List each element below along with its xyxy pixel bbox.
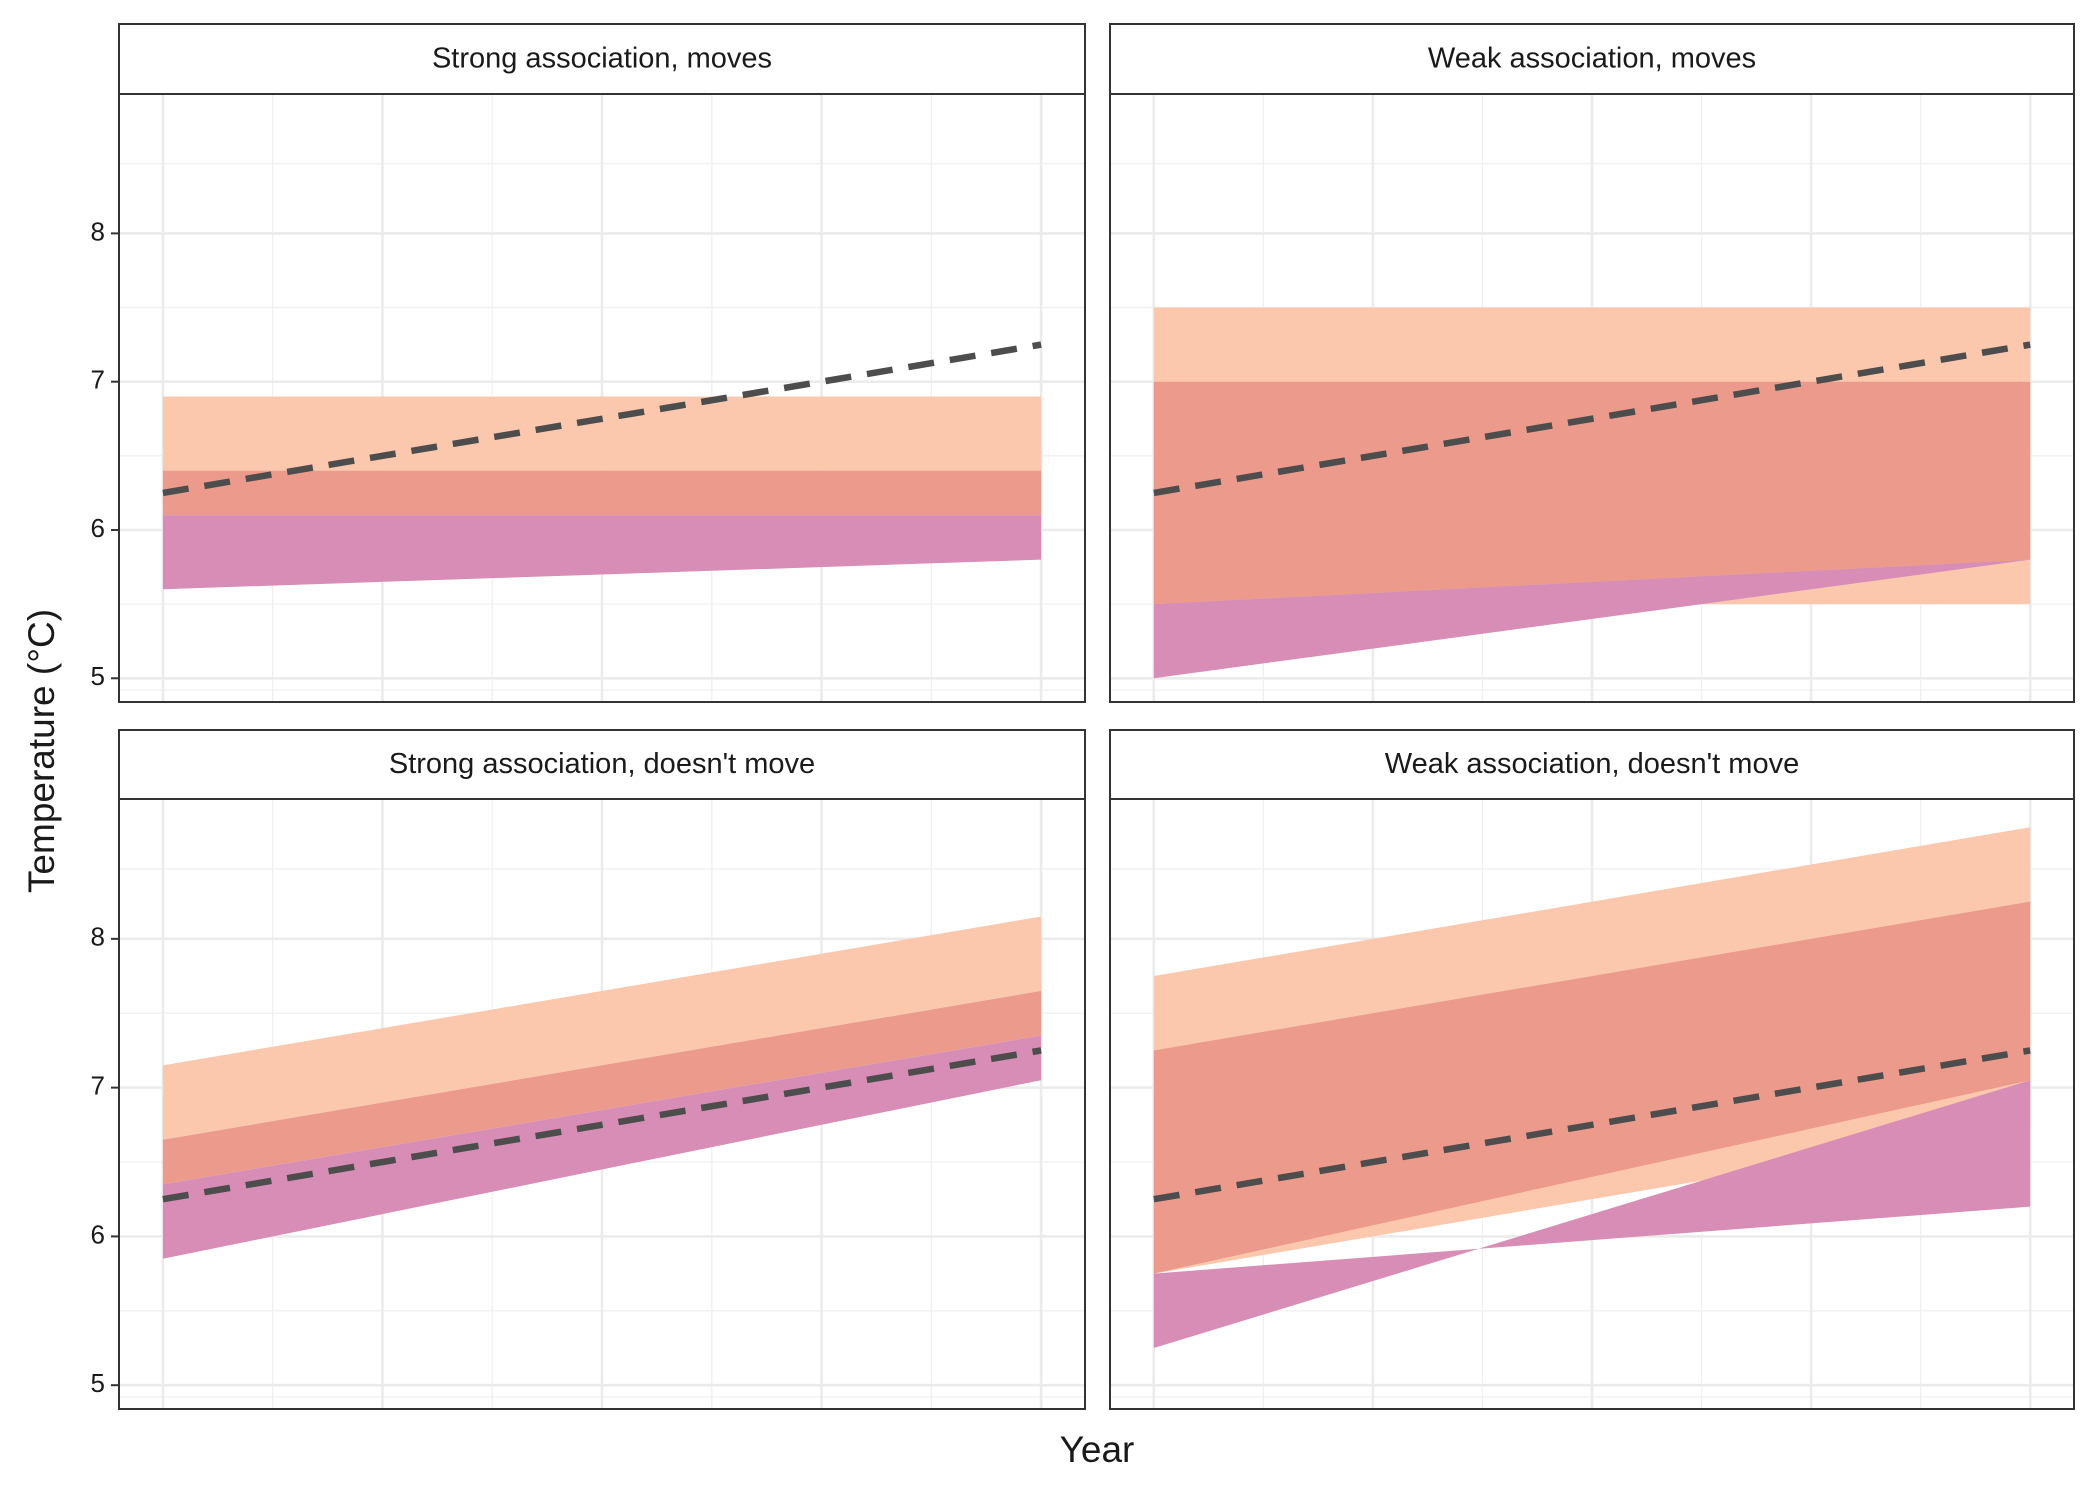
ribbon (162, 396, 1042, 471)
ribbon (1153, 1080, 2031, 1348)
strip (1109, 729, 2075, 800)
ribbon (162, 515, 1042, 590)
strip-label: Strong association, moves (432, 43, 772, 75)
ribbon (162, 990, 1042, 1185)
x-axis-title: Year (1060, 1429, 1135, 1470)
strip (118, 23, 1086, 95)
ribbon (162, 1035, 1042, 1259)
trend-line (1153, 341, 2031, 497)
ribbon (162, 916, 1042, 1140)
ribbon (1153, 901, 2031, 1274)
y-tick-label: 5 (91, 1368, 105, 1398)
trend-line (162, 341, 1042, 497)
trend-line (162, 1047, 1042, 1203)
y-axis-title: Temperature (°C) (21, 609, 62, 893)
strip-label: Weak association, doesn't move (1385, 748, 1799, 780)
y-tick-label: 8 (91, 922, 105, 952)
strip (1109, 23, 2075, 95)
y-tick-label: 7 (91, 365, 105, 395)
trend-line (1153, 1047, 2031, 1203)
y-tick-label: 8 (91, 216, 105, 246)
y-tick-label: 7 (91, 1071, 105, 1101)
ribbon (1153, 381, 2031, 605)
ribbon (1153, 559, 2031, 679)
strip-label: Weak association, moves (1428, 43, 1756, 75)
strip-label: Strong association, doesn't move (389, 748, 815, 780)
y-tick-label: 6 (91, 513, 105, 543)
strip (118, 729, 1086, 800)
ribbon (162, 470, 1042, 516)
y-tick-label: 5 (91, 661, 105, 691)
y-tick-label: 6 (91, 1219, 105, 1249)
